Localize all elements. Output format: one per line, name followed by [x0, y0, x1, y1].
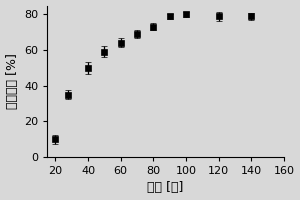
Y-axis label: 修复效率 [%]: 修复效率 [%]: [6, 53, 19, 109]
X-axis label: 时间 [秒]: 时间 [秒]: [147, 181, 184, 194]
